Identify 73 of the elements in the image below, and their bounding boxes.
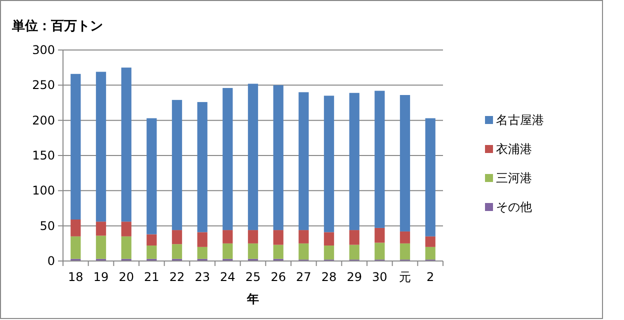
bar [324,246,334,260]
x-tick-label: 22 [169,270,185,284]
bar [70,220,81,236]
x-tick-label: 18 [68,270,84,284]
x-tick-label: 24 [220,270,236,284]
bar [374,90,385,228]
bar [172,230,182,244]
bar [425,236,436,247]
x-tick-label: 28 [321,270,337,284]
bar [70,236,81,259]
bar [197,102,208,232]
x-tick-label: 23 [194,270,210,284]
bar [121,222,132,236]
bar [273,230,284,245]
bar [146,246,157,259]
y-tick-label: 50 [40,218,55,233]
bar [197,232,208,247]
bar [121,236,132,259]
bar [400,95,410,232]
legend-label: 三河港 [496,171,532,185]
y-tick-label: 200 [32,113,55,128]
bar [298,230,309,244]
x-axis-title: 年 [246,292,259,306]
bar [96,72,106,222]
bar [349,244,360,260]
x-tick-label: 元 [399,270,411,284]
bar [197,246,208,259]
legend-label: 衣浦港 [496,142,532,156]
x-tick-label: 27 [296,270,312,284]
bar [374,228,385,243]
bar [146,234,157,246]
bar [374,242,385,260]
bar [146,118,157,234]
bar [248,84,258,230]
bar [222,88,233,230]
bar [248,230,258,244]
x-tick-label: 29 [346,270,362,284]
legend-label: その他 [496,200,532,214]
x-tick-label: 2 [426,270,434,284]
bar [425,118,436,236]
bar [121,68,132,222]
x-tick-label: 30 [372,270,388,284]
x-tick-label: 21 [144,270,160,284]
bar [222,243,233,259]
y-tick-label: 250 [32,78,55,92]
x-tick-label: 25 [245,270,261,284]
x-tick-label: 19 [93,270,109,284]
bar [324,232,334,246]
bar [172,244,182,259]
bar [324,96,334,232]
bar [273,85,284,230]
bar [298,92,309,230]
chart-title: 単位：百万トン [11,19,103,34]
bar [248,243,258,259]
x-tick-label: 20 [118,270,134,284]
y-tick-label: 0 [47,254,55,268]
y-tick-label: 150 [32,148,55,162]
y-tick-label: 100 [32,184,55,198]
bar [96,236,106,259]
bar [70,74,81,220]
bar [298,243,309,260]
bar [400,243,410,260]
bar [273,244,284,259]
bar [222,230,233,244]
y-tick-label: 300 [32,43,55,57]
bar [425,246,436,260]
x-tick-label: 26 [270,270,286,284]
bar [349,92,360,230]
bar [96,222,106,236]
bar [172,100,182,230]
legend-label: 名古屋港 [496,113,544,127]
bar [349,230,360,245]
bar [400,231,410,244]
